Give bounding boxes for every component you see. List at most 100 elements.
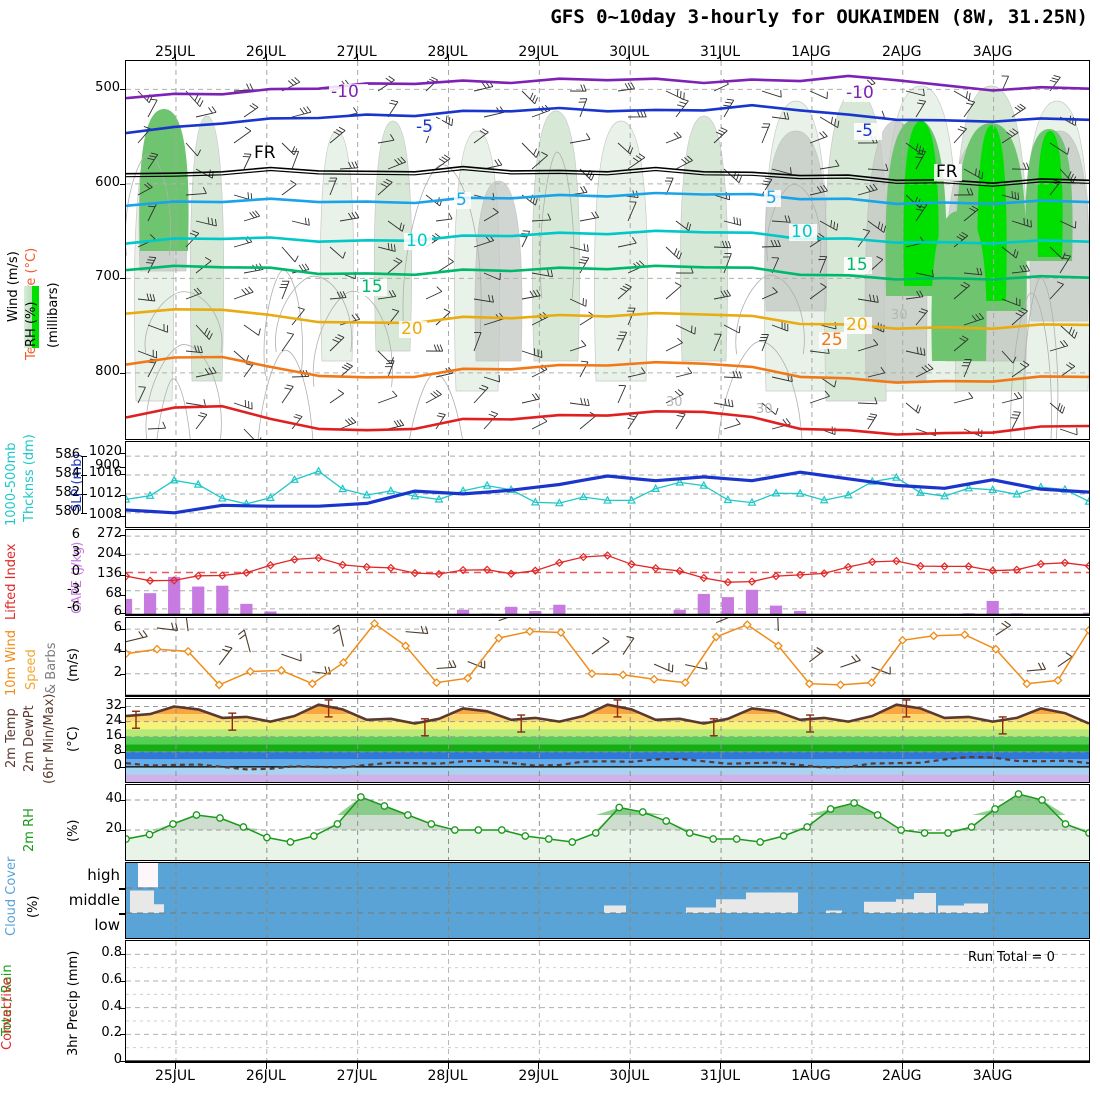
- axis-tick-label: 1012: [88, 486, 122, 502]
- date-label-top: 31JUL: [700, 44, 741, 60]
- pressure-axis-label: (millibars): [46, 282, 61, 348]
- axis-tick: [81, 475, 87, 477]
- axis-tick: [81, 512, 87, 514]
- rh2m-label: 2m RH: [22, 808, 37, 852]
- svg-text:10: 10: [406, 231, 428, 251]
- svg-text:FR: FR: [254, 143, 276, 163]
- axis-tick-label: 4: [113, 642, 122, 658]
- axis-tick: [120, 800, 126, 801]
- axis-tick-label: 68: [105, 586, 122, 602]
- axis-tick: [265, 54, 267, 60]
- axis-tick-label: 2: [113, 664, 122, 680]
- thickness-label-1: 1000-500mb: [4, 442, 19, 526]
- axis-tick: [538, 1062, 540, 1069]
- axis-tick: [120, 673, 126, 675]
- axis-tick-label: 1020: [88, 443, 122, 459]
- svg-text:30: 30: [756, 402, 773, 417]
- wind10m-unit: (m/s): [66, 648, 81, 682]
- axis-tick-label: 32: [105, 697, 122, 713]
- cloud-cover-label: Cloud Cover: [4, 856, 19, 936]
- date-label-bottom: 1AUG: [791, 1068, 831, 1084]
- axis-tick: [356, 1062, 358, 1069]
- axis-tick-label: 800: [95, 363, 120, 379]
- axis-tick: [120, 651, 126, 653]
- axis-tick: [901, 1062, 903, 1069]
- rh2m-plot: [126, 785, 1089, 860]
- run-total-label: Run Total = 0: [968, 950, 1055, 965]
- axis-tick: [120, 751, 126, 753]
- date-label-bottom: 30JUL: [609, 1068, 650, 1084]
- date-label-top: 25JUL: [154, 44, 195, 60]
- temp2m-unit: (°C): [66, 726, 81, 752]
- axis-tick: [629, 54, 631, 60]
- thickness-label-2: Thcknss (dm): [22, 434, 37, 522]
- axis-tick: [120, 1061, 126, 1062]
- axis-tick: [120, 278, 126, 280]
- precip-convective-label: Convective: [0, 977, 15, 1050]
- axis-tick-label: 24: [105, 712, 122, 728]
- li-cape-panel: [125, 529, 1090, 616]
- axis-tick-label: 580: [55, 503, 80, 519]
- axis-tick-label: 600: [95, 174, 120, 190]
- upper-air-panel: -10 -10 -5 -5 FR FR 5 5 10 10 15 15 20 20 25 30 30 30: [125, 60, 1090, 440]
- wind-axis-label: Wind (m/s): [6, 251, 21, 322]
- date-label-top: 2AUG: [881, 44, 922, 60]
- axis-tick-label: 586: [55, 447, 80, 463]
- svg-text:-10: -10: [331, 82, 359, 102]
- axis-tick: [629, 1062, 631, 1069]
- axis-tick-label: 584: [55, 466, 80, 482]
- thickness-slp-panel: [125, 441, 1090, 528]
- cloud-cover-panel: [125, 862, 1090, 939]
- axis-tick: [120, 613, 126, 615]
- svg-text:15: 15: [846, 255, 868, 275]
- temp2m-panel: [125, 698, 1090, 783]
- axis-tick: [120, 830, 126, 831]
- axis-tick: [447, 1062, 449, 1069]
- axis-tick-label: 136: [97, 566, 122, 582]
- axis-tick: [720, 54, 722, 60]
- axis-tick: [120, 575, 126, 577]
- axis-tick-label: 0.2: [101, 1025, 122, 1041]
- svg-text:30: 30: [891, 308, 908, 323]
- date-label-top: 27JUL: [336, 44, 377, 60]
- wind10m-plot: [126, 618, 1089, 696]
- svg-text:30: 30: [666, 395, 683, 410]
- svg-text:5: 5: [456, 190, 467, 210]
- svg-text:5: 5: [766, 188, 777, 208]
- axis-tick-label: 900: [95, 458, 120, 474]
- date-label-bottom: 28JUL: [427, 1068, 468, 1084]
- svg-text:20: 20: [401, 319, 423, 339]
- axis-tick: [992, 1062, 994, 1069]
- wind10m-label-1: 10m Wind: [4, 629, 19, 696]
- axis-tick: [120, 706, 126, 708]
- axis-tick: [81, 456, 87, 458]
- axis-tick: [120, 495, 126, 497]
- temp2m-label: 2m Temp: [4, 708, 19, 768]
- thickness-slp-plot: [126, 442, 1089, 527]
- svg-text:-5: -5: [416, 117, 433, 137]
- date-label-bottom: 25JUL: [154, 1068, 195, 1084]
- axis-tick-label: 8: [113, 742, 122, 758]
- svg-text:-5: -5: [856, 121, 873, 141]
- axis-tick-label: 16: [105, 727, 122, 743]
- axis-tick: [120, 516, 126, 518]
- axis-tick-label: low: [94, 915, 120, 934]
- date-label-bottom: 3AUG: [972, 1068, 1013, 1084]
- date-label-bottom: 2AUG: [881, 1068, 922, 1084]
- axis-tick: [901, 54, 903, 60]
- rh2m-panel: [125, 784, 1090, 861]
- axis-tick: [120, 452, 126, 454]
- page-title: GFS 0~10day 3-hourly for OUKAIMDEN (8W, …: [550, 6, 1088, 28]
- axis-tick: [992, 54, 994, 60]
- axis-tick: [120, 183, 126, 185]
- axis-tick-label: 0: [113, 757, 122, 773]
- axis-tick-label: 582: [55, 484, 80, 500]
- wind10m-panel: [125, 617, 1090, 697]
- axis-tick: [174, 54, 176, 60]
- svg-text:10: 10: [791, 222, 813, 242]
- axis-tick-label: 6: [113, 620, 122, 636]
- date-label-top: 30JUL: [609, 44, 650, 60]
- axis-tick: [120, 89, 126, 91]
